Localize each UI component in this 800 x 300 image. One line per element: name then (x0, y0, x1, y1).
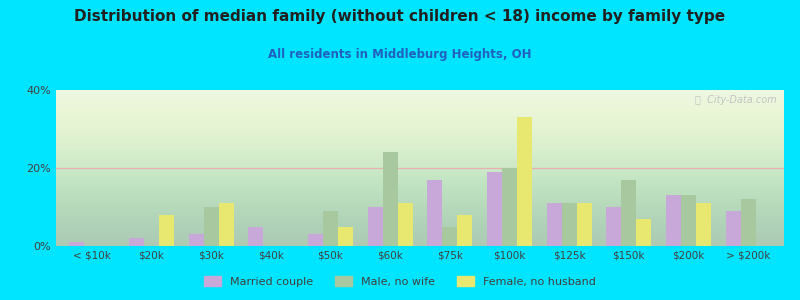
Legend: Married couple, Male, no wife, Female, no husband: Married couple, Male, no wife, Female, n… (200, 272, 600, 291)
Bar (249, 226, 263, 246)
Bar (666, 195, 681, 246)
Bar (726, 211, 741, 246)
Bar (70, 242, 84, 246)
Bar (696, 203, 711, 246)
Bar (741, 199, 756, 246)
Bar (636, 219, 651, 246)
Bar (502, 168, 517, 246)
Bar (547, 203, 562, 246)
Text: ⓘ  City-Data.com: ⓘ City-Data.com (695, 95, 777, 105)
Bar (622, 180, 636, 246)
Bar (129, 238, 144, 246)
Bar (517, 117, 532, 246)
Bar (189, 234, 204, 246)
Bar (323, 211, 338, 246)
Bar (606, 207, 622, 246)
Bar (562, 203, 577, 246)
Bar (681, 195, 696, 246)
Bar (458, 215, 472, 246)
Bar (308, 234, 323, 246)
Bar (382, 152, 398, 246)
Bar (487, 172, 502, 246)
Bar (427, 180, 442, 246)
Bar (442, 226, 458, 246)
Bar (159, 215, 174, 246)
Text: Distribution of median family (without children < 18) income by family type: Distribution of median family (without c… (74, 9, 726, 24)
Bar (218, 203, 234, 246)
Bar (577, 203, 591, 246)
Bar (368, 207, 382, 246)
Bar (398, 203, 413, 246)
Text: All residents in Middleburg Heights, OH: All residents in Middleburg Heights, OH (268, 48, 532, 61)
Bar (338, 226, 353, 246)
Bar (204, 207, 218, 246)
